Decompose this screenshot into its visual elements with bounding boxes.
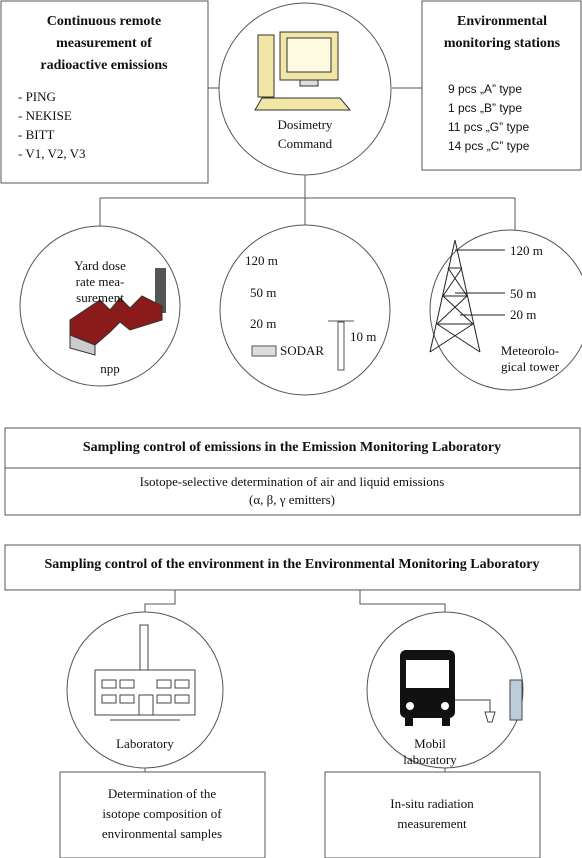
sodar-icon xyxy=(252,346,276,356)
box-title: Continuous remote xyxy=(47,14,161,29)
list-item: 9 pcs „A” type xyxy=(448,82,522,96)
height-label: 50 m xyxy=(250,285,276,300)
circle-label: Yard dose xyxy=(74,258,126,273)
list-item: 14 pcs „C” type xyxy=(448,139,530,153)
height-label: 120 m xyxy=(510,243,543,258)
box-text: Determination of the xyxy=(108,786,217,801)
box-text: environmental samples xyxy=(102,826,222,841)
box-text: isotope composition of xyxy=(102,806,222,821)
box-text: (α, β, γ emitters) xyxy=(249,492,335,507)
circle-label: Mobil xyxy=(414,736,446,751)
computer-icon xyxy=(255,32,350,110)
circle-label: rate mea- xyxy=(76,274,125,289)
circle-label: Command xyxy=(278,136,333,151)
height-label: 20 m xyxy=(510,307,536,322)
list-item: - V1, V2, V3 xyxy=(18,146,86,161)
box-title: Sampling control of emissions in the Emi… xyxy=(83,440,501,455)
diagram: Continuous remote measurement of radioac… xyxy=(0,0,582,858)
height-label: 50 m xyxy=(510,286,536,301)
circle-label: Meteorolo- xyxy=(501,343,559,358)
box-text: Isotope-selective determination of air a… xyxy=(140,474,445,489)
circle-label: laboratory xyxy=(403,752,457,767)
circle-label: Laboratory xyxy=(116,736,174,751)
sodar-circle xyxy=(220,225,390,395)
list-item: - NEKISE xyxy=(18,108,72,123)
circle-label: surement xyxy=(76,290,124,305)
list-item: - PING xyxy=(18,89,56,104)
box-text: In-situ radiation xyxy=(390,796,474,811)
box-text: measurement xyxy=(397,816,467,831)
list-item: - BITT xyxy=(18,127,55,142)
list-item: 1 pcs „B” type xyxy=(448,101,522,115)
circle-label: gical tower xyxy=(501,359,560,374)
circle-label: SODAR xyxy=(280,343,324,358)
box-title: monitoring stations xyxy=(444,36,561,51)
height-label: 120 m xyxy=(245,253,278,268)
height-label: 10 m xyxy=(350,329,376,344)
box-title: Sampling control of the environment in t… xyxy=(44,557,539,572)
box-title: Environmental xyxy=(457,14,547,29)
list-item: 11 pcs „G” type xyxy=(448,120,529,134)
box-title: radioactive emissions xyxy=(40,58,168,73)
box-title: measurement of xyxy=(56,36,152,51)
circle-caption: npp xyxy=(100,361,120,376)
height-label: 20 m xyxy=(250,316,276,331)
circle-label: Dosimetry xyxy=(278,117,333,132)
